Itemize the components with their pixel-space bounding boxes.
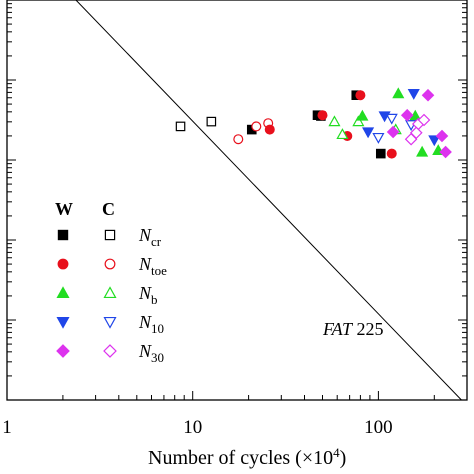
point-n30-filled bbox=[386, 125, 400, 139]
point-n10-filled bbox=[428, 135, 441, 147]
x-axis-ticks bbox=[62, 391, 435, 400]
point-nb-open bbox=[336, 128, 349, 140]
data-points bbox=[175, 87, 452, 159]
legend-label-nb: Nb bbox=[138, 283, 158, 307]
y-axis-ticks bbox=[7, 3, 467, 377]
legend-marker-n10-filled bbox=[56, 316, 70, 329]
point-ncr-filled bbox=[375, 148, 386, 159]
point-nb-open bbox=[352, 115, 365, 127]
legend-header-w: W bbox=[55, 199, 73, 219]
legend-label-n10: N10 bbox=[138, 312, 164, 336]
x-axis-title: Number of cycles (×104) bbox=[148, 445, 346, 469]
legend-marker-n30-filled bbox=[56, 344, 70, 358]
legend-label-ncr: Ncr bbox=[138, 225, 162, 249]
legend-marker-nb-open bbox=[103, 286, 117, 299]
legend-label-n30: N30 bbox=[138, 341, 164, 365]
point-nb-filled bbox=[356, 109, 369, 121]
point-n10-filled bbox=[378, 111, 391, 123]
x-tick-labels: 1 10 100 bbox=[2, 417, 392, 438]
point-n30-filled bbox=[435, 129, 449, 143]
point-n30-open bbox=[417, 113, 431, 127]
point-n30-filled bbox=[421, 88, 435, 102]
legend: W C Ncr Ntoe Nb N10 N30 bbox=[55, 199, 167, 365]
x-tick-label: 100 bbox=[364, 417, 393, 438]
plot-frame bbox=[6, 0, 468, 401]
legend-marker-ncr-open bbox=[104, 229, 116, 241]
point-nb-open bbox=[328, 115, 341, 127]
fat-225-label: FAT 225 bbox=[322, 319, 384, 339]
x-tick-label: 10 bbox=[183, 417, 202, 438]
fat-225-line bbox=[75, 0, 462, 401]
point-ntoe-open bbox=[233, 134, 244, 145]
point-nb-filled bbox=[416, 145, 429, 157]
point-n10-filled bbox=[362, 127, 375, 139]
point-n10-filled bbox=[407, 88, 420, 100]
legend-marker-nb-filled bbox=[56, 286, 70, 299]
point-ntoe-filled bbox=[317, 110, 328, 121]
x-tick-label: 1 bbox=[2, 417, 12, 438]
point-ntoe-open bbox=[251, 121, 262, 132]
point-ncr-open bbox=[175, 121, 186, 132]
point-nb-filled bbox=[392, 87, 405, 99]
legend-marker-n10-open bbox=[103, 316, 117, 329]
point-ntoe-filled bbox=[386, 148, 397, 159]
legend-marker-ncr-filled bbox=[57, 229, 69, 241]
point-n30-filled bbox=[400, 108, 414, 122]
point-n10-open bbox=[372, 132, 385, 144]
point-n10-open bbox=[385, 113, 398, 125]
legend-header-c: C bbox=[102, 199, 115, 219]
point-ncr-open bbox=[206, 116, 217, 127]
legend-marker-ntoe-open bbox=[104, 258, 116, 270]
point-ntoe-filled bbox=[355, 90, 366, 101]
point-n30-open bbox=[409, 126, 423, 140]
point-ntoe-filled bbox=[264, 124, 275, 135]
legend-marker-ntoe-filled bbox=[57, 258, 69, 270]
point-n30-filled bbox=[439, 145, 452, 159]
legend-label-ntoe: Ntoe bbox=[138, 254, 167, 278]
legend-marker-n30-open bbox=[103, 344, 117, 358]
